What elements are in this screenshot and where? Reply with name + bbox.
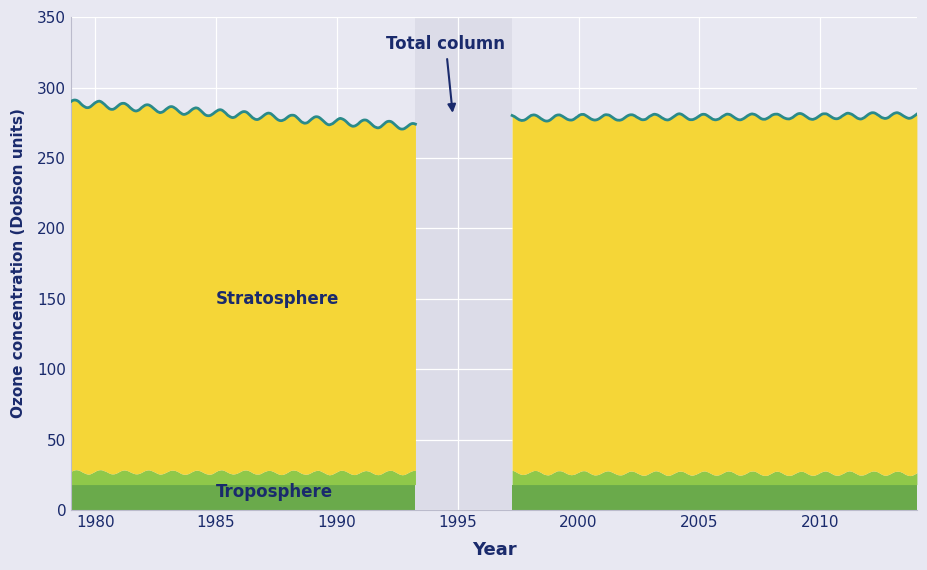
- X-axis label: Year: Year: [471, 541, 515, 559]
- Text: Stratosphere: Stratosphere: [216, 290, 339, 308]
- Bar: [415, 17, 512, 510]
- Text: Total column: Total column: [386, 35, 504, 111]
- Text: Troposphere: Troposphere: [216, 483, 333, 500]
- Y-axis label: Ozone concentration (Dobson units): Ozone concentration (Dobson units): [11, 108, 26, 418]
